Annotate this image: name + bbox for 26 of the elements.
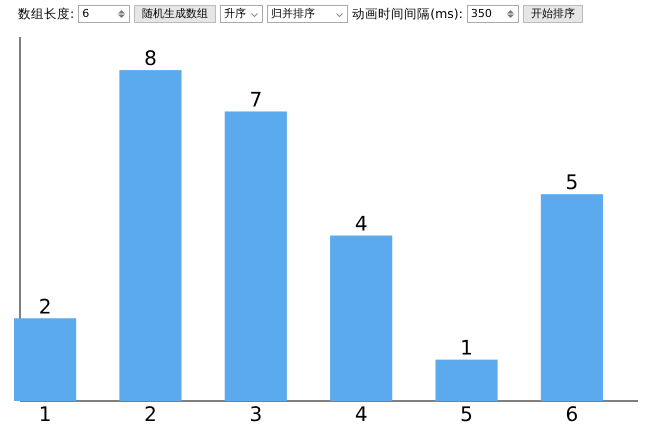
- text: 数组长度:: [18, 6, 74, 22]
- data-label: 4: [354, 212, 368, 236]
- x-tick-label: 3: [249, 402, 262, 426]
- x-tick-label: 2: [144, 402, 157, 426]
- number-field: 6: [78, 5, 130, 23]
- x-tick-label: 6: [566, 402, 578, 426]
- data-label: 7: [249, 87, 262, 112]
- bar: [330, 236, 392, 401]
- bar: [119, 70, 182, 401]
- text: 动画时间间隔(ms):: [352, 6, 463, 22]
- data-label: 8: [144, 46, 157, 70]
- data-label: 5: [566, 170, 578, 194]
- button: 开始排序: [522, 5, 583, 23]
- dropdown-field: 升序: [220, 5, 264, 23]
- number-field: 350: [466, 5, 519, 23]
- button: 随机生成数组: [134, 5, 216, 23]
- dropdown-field: 归并排序: [267, 5, 348, 23]
- x-tick-label: 4: [354, 402, 368, 426]
- bar: [14, 318, 76, 401]
- bar: [435, 360, 498, 401]
- data-label: 2: [38, 294, 52, 318]
- bar: [224, 111, 287, 401]
- x-tick-label: 1: [38, 402, 52, 426]
- x-tick-label: 5: [460, 402, 473, 426]
- bar: [540, 194, 603, 401]
- data-label: 1: [460, 336, 473, 360]
